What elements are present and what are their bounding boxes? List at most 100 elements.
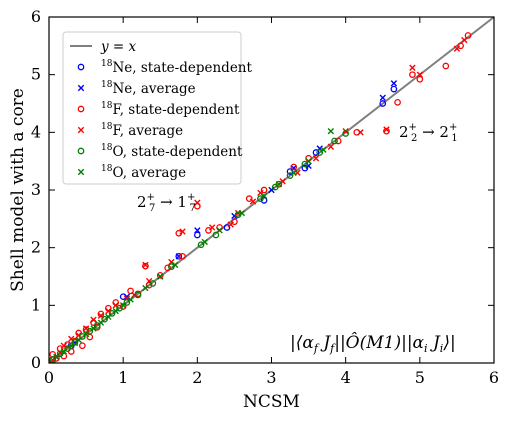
data-point (334, 137, 342, 145)
data-point (260, 192, 268, 199)
axis-ticks: 0 1 2 3 4 5 6 0 1 2 3 4 5 6 (31, 7, 499, 387)
data-point (231, 218, 238, 226)
data-point (320, 146, 327, 153)
y-tick-label: 2 (31, 238, 41, 257)
x-tick-label: 1 (118, 368, 128, 387)
data-point (260, 197, 268, 204)
y-tick-label: 5 (31, 65, 41, 84)
data-point (357, 129, 364, 136)
data-point (142, 261, 149, 269)
annotation-2-2-to-2-1: 2+ 2 → 2+ 1 (399, 122, 458, 144)
legend-entry: 18F, state-dependent (101, 101, 240, 118)
series-5 (53, 127, 335, 361)
annotation-2-7-to-1-7: 2+ 7 → 1+ 7 (137, 192, 196, 214)
data-point (101, 315, 108, 323)
data-point (394, 98, 401, 106)
legend: y = x 18Ne, state-dependent 18Ne, average… (62, 31, 252, 185)
chart-marks (48, 16, 495, 364)
legend-entry: 18O, state-dependent (101, 143, 243, 160)
y-tick-label: 1 (31, 295, 41, 314)
data-point (223, 224, 231, 231)
legend-entry: 18O, average (101, 164, 186, 181)
data-point (56, 350, 64, 358)
legend-marker (77, 126, 85, 134)
data-point (457, 42, 464, 50)
data-point (305, 157, 312, 165)
data-point (145, 277, 153, 285)
y-tick-label: 6 (31, 7, 41, 26)
data-point (238, 209, 246, 217)
data-point (249, 198, 257, 205)
data-point (175, 252, 183, 260)
data-point (127, 287, 134, 295)
x-tick-label: 6 (489, 368, 499, 387)
data-point (112, 307, 119, 315)
data-point (301, 164, 309, 172)
data-point (342, 130, 350, 137)
x-tick-label: 3 (266, 368, 276, 387)
data-point (194, 227, 201, 234)
data-point (105, 313, 112, 321)
data-point (461, 36, 468, 44)
data-point (464, 32, 472, 39)
data-point (71, 338, 79, 346)
data-point (312, 149, 320, 156)
annotation-m1-matrix-element: |⟨αf Jf||Ô(M1)||αi Ji⟩| (290, 332, 456, 355)
data-point (164, 264, 172, 272)
data-point (290, 169, 297, 176)
data-point (383, 126, 390, 133)
data-point (142, 262, 149, 270)
legend-box (62, 31, 242, 185)
data-point (327, 127, 335, 135)
x-axis-title: NCSM (243, 392, 300, 412)
data-point (82, 326, 90, 333)
data-point (379, 94, 386, 101)
data-point (68, 342, 75, 349)
data-point (134, 291, 142, 299)
data-point (197, 241, 205, 249)
data-point (216, 227, 223, 234)
data-point (116, 304, 123, 312)
data-point (53, 354, 60, 361)
x-tick-label: 4 (341, 368, 351, 387)
data-point (93, 322, 101, 329)
data-point (416, 71, 424, 78)
legend-entry-reference-line: y = x (100, 39, 137, 55)
data-point (227, 221, 234, 228)
y-tick-label: 0 (31, 353, 41, 372)
data-point (79, 342, 86, 350)
data-point (271, 183, 279, 191)
data-point (390, 85, 398, 93)
data-point (145, 281, 153, 289)
data-point (453, 45, 461, 52)
data-point (409, 64, 416, 71)
data-point (353, 128, 361, 136)
data-point (275, 181, 283, 188)
legend-entry: 18Ne, average (101, 80, 196, 97)
series-4 (49, 130, 350, 363)
data-point (119, 303, 127, 310)
data-point (409, 71, 416, 79)
data-point (97, 319, 105, 326)
data-point (157, 273, 164, 280)
y-tick-label: 4 (31, 122, 41, 141)
data-point (301, 160, 309, 168)
data-point (316, 149, 324, 156)
data-point (379, 100, 387, 107)
data-point (90, 325, 97, 332)
legend-entry: 18F, average (101, 122, 183, 139)
y-axis-title: Shell model with a core (8, 88, 28, 292)
data-point (108, 310, 116, 317)
legend-marker (77, 105, 85, 113)
x-tick-label: 5 (415, 368, 425, 387)
data-point (90, 316, 97, 323)
data-point (312, 155, 320, 162)
data-point (179, 228, 186, 235)
data-point (60, 348, 68, 355)
data-point (142, 284, 149, 292)
data-point (149, 280, 157, 287)
data-point (331, 137, 338, 145)
data-point (327, 143, 335, 150)
data-point (123, 299, 131, 306)
